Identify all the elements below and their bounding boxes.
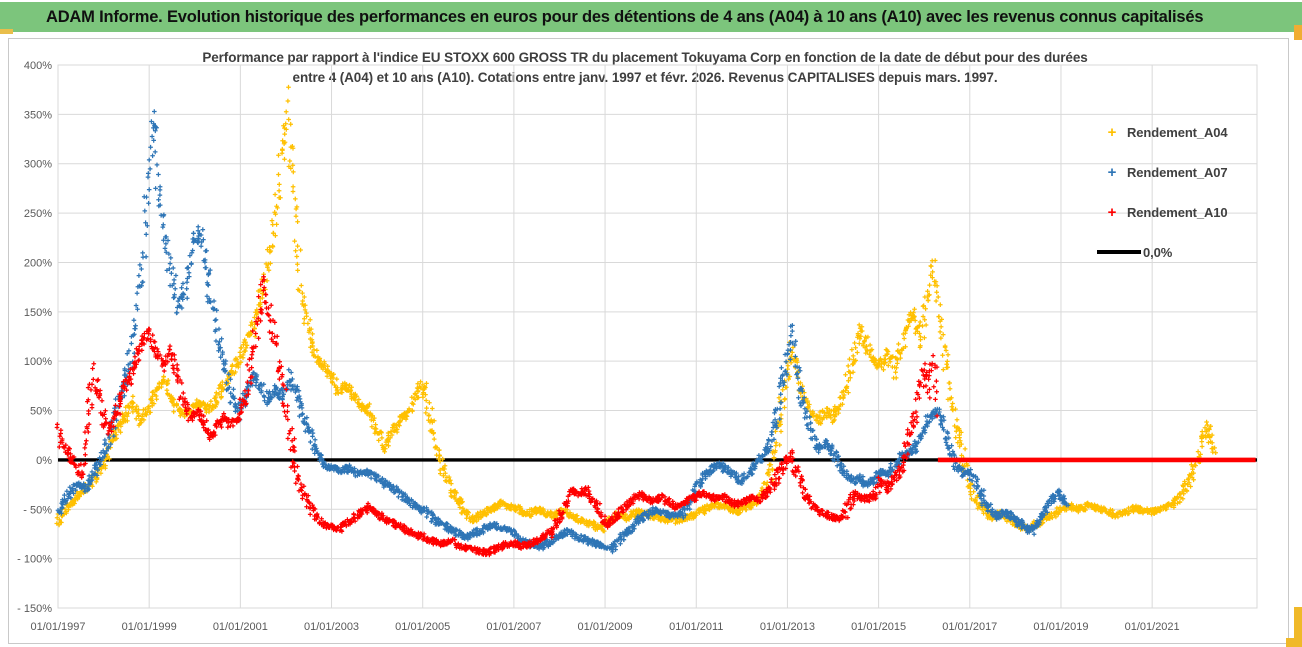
- series-rendement_a10: [54, 274, 940, 558]
- app-header-title: ADAM Informe. Evolution historique des p…: [46, 7, 1204, 26]
- chart-title: Performance par rapport à l'indice EU ST…: [140, 48, 1150, 88]
- zero-line-swatch-icon: [1097, 250, 1141, 254]
- y-axis-label: - 100%: [17, 554, 52, 566]
- y-axis-label: - 150%: [17, 603, 52, 615]
- x-axis-label: 01/01/2015: [851, 621, 906, 633]
- x-axis-label: 01/01/2011: [669, 621, 723, 633]
- y-axis-label: 150%: [24, 307, 52, 319]
- y-axis-label: 0%: [36, 455, 52, 467]
- x-axis-label: 01/01/2013: [760, 621, 815, 633]
- x-axis-label: 01/01/2003: [304, 621, 359, 633]
- y-axis-label: 300%: [24, 159, 52, 171]
- x-axis-label: 01/01/2007: [486, 621, 541, 633]
- plot-border: [57, 64, 1258, 609]
- legend-item-rendement-a10: + Rendement_A10: [1097, 200, 1272, 224]
- plus-marker-a10-icon: +: [1107, 203, 1117, 221]
- header-accent-left: [0, 29, 13, 34]
- x-axis-label: 01/01/2021: [1125, 621, 1180, 633]
- legend-label-zero: 0,0%: [1143, 244, 1173, 260]
- y-axis-label: 250%: [24, 208, 52, 220]
- y-axis-label: 100%: [24, 356, 52, 368]
- x-axis-label: 01/01/2005: [395, 621, 450, 633]
- x-axis-label: 01/01/2009: [578, 621, 633, 633]
- y-axis-label: 50%: [30, 406, 52, 418]
- legend-item-rendement-a04: + Rendement_A04: [1097, 120, 1272, 144]
- legend-label-a10: Rendement_A10: [1127, 204, 1228, 220]
- scrollbar-corner[interactable]: [1286, 638, 1302, 647]
- header-accent-right: [1294, 25, 1302, 40]
- y-axis-label: 350%: [24, 109, 52, 121]
- legend-item-rendement-a07: + Rendement_A07: [1097, 160, 1272, 184]
- chart-title-line2: entre 4 (A04) et 10 ans (A10). Cotations…: [292, 70, 998, 85]
- plus-marker-a07-icon: +: [1107, 163, 1117, 181]
- chart-title-line1: Performance par rapport à l'indice EU ST…: [202, 50, 1088, 65]
- y-axis-label: 200%: [24, 257, 52, 269]
- app-header: ADAM Informe. Evolution historique des p…: [0, 2, 1302, 32]
- y-axis-label: - 50%: [23, 504, 52, 516]
- plus-marker-a04-icon: +: [1107, 123, 1117, 141]
- x-axis-label: 01/01/2001: [213, 621, 268, 633]
- x-axis-label: 01/01/2019: [1033, 621, 1088, 633]
- legend-item-zero-line: 0,0%: [1097, 240, 1272, 264]
- x-axis-label: 01/01/1999: [122, 621, 177, 633]
- scrollbar-thumb[interactable]: [1294, 607, 1302, 647]
- legend-label-a04: Rendement_A04: [1127, 124, 1228, 140]
- x-axis-label: 01/01/1997: [30, 621, 85, 633]
- y-axis-label: 400%: [24, 60, 52, 72]
- legend-label-a07: Rendement_A07: [1127, 164, 1228, 180]
- series-rendement_a04: [54, 84, 1218, 534]
- x-axis-label: 01/01/2017: [942, 621, 997, 633]
- legend: + Rendement_A04 + Rendement_A07 + Rendem…: [1097, 120, 1272, 280]
